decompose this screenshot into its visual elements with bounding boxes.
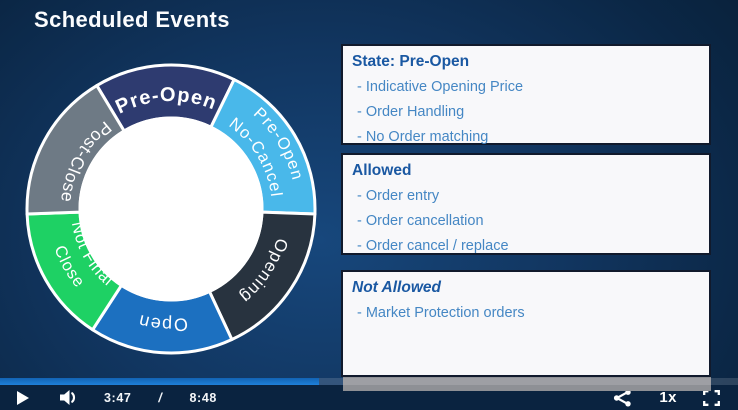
progress-bar[interactable] [0,378,738,385]
wheel-center [78,116,264,302]
panel-item: - Order cancel / replace [357,238,509,254]
panel-state-pre-open: State: Pre-Open - Indicative Opening Pri… [341,44,711,145]
progress-fill [0,378,319,385]
play-icon [16,390,30,406]
panel-heading: Allowed [352,162,412,179]
panel-shadow-band [343,377,711,391]
fullscreen-button[interactable] [703,389,720,406]
play-button[interactable] [16,390,30,406]
panel-heading: State: Pre-Open [352,53,470,70]
time-display: 3:47 / 8:48 [104,391,217,405]
panel-allowed: Allowed - Order entry - Order cancellatio… [341,153,711,255]
share-button[interactable] [613,389,632,407]
volume-icon [58,389,80,406]
duration: 8:48 [189,390,217,405]
fullscreen-icon [703,389,720,406]
panel-item: - Indicative Opening Price [357,79,524,95]
playback-speed-button[interactable]: 1x [659,389,677,406]
current-time: 3:47 [104,390,132,405]
panel-item: - Market Protection orders [357,305,525,321]
panel-items: - Order entry - Order cancellation - Order… [352,184,699,259]
panel-items: - Market Protection orders [352,301,699,326]
panel-item: - No Order matching [357,129,489,145]
panel-heading: Not Allowed [352,279,441,296]
time-separator: / [158,390,163,405]
slide-title: Scheduled Events [34,7,230,32]
panel-item: - Order entry [357,188,440,204]
panel-item: - Order cancellation [357,213,484,229]
volume-button[interactable] [58,389,80,406]
market-states-wheel: Pre-OpenPre-OpenNo-CancelOpeningOpenClos… [25,63,317,355]
share-icon [613,389,632,407]
panel-item: - Order Handling [357,104,465,120]
wheel-label-open: Open [136,311,189,335]
panel-items: - Indicative Opening Price - Order Handli… [352,75,699,150]
panel-not-allowed: Not Allowed - Market Protection orders [341,270,711,377]
